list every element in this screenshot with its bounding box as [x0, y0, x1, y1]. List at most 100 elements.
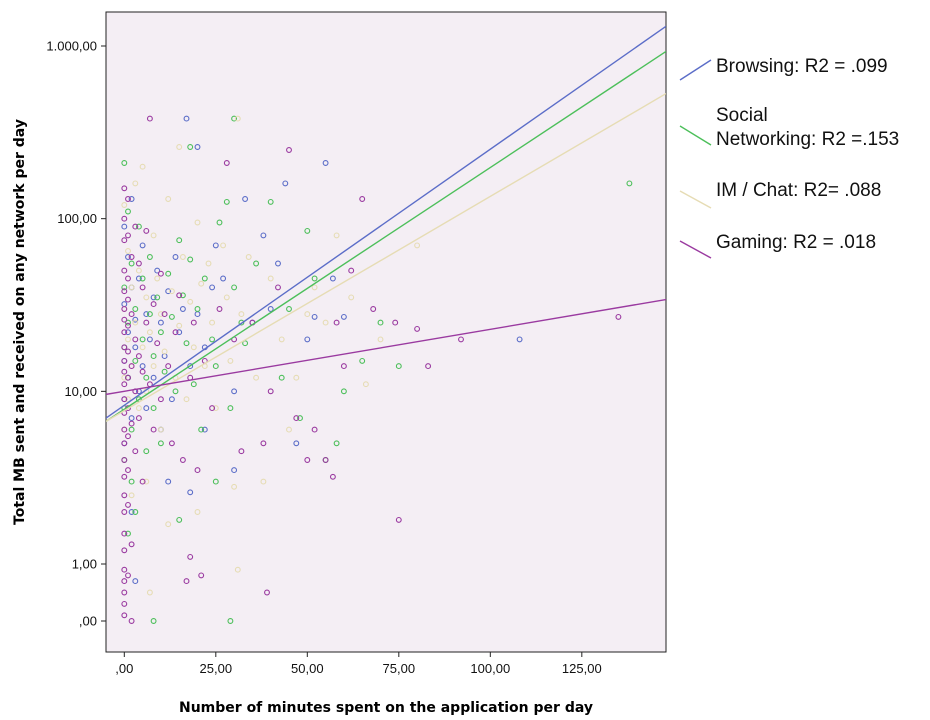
data-point	[157, 426, 164, 433]
data-point	[121, 578, 128, 585]
data-point	[125, 530, 131, 537]
data-point	[125, 501, 131, 508]
data-point	[150, 301, 157, 308]
data-point	[139, 242, 146, 249]
data-point	[146, 115, 153, 122]
y-tick-label: 100,00	[57, 211, 97, 226]
data-point	[183, 578, 190, 585]
data-point	[172, 388, 179, 395]
data-point	[253, 260, 260, 267]
data-point	[194, 509, 201, 515]
y-axis: ,00 1,00 10,00 100,00 1.000,00	[46, 39, 106, 629]
data-point	[121, 160, 128, 166]
data-point	[125, 329, 131, 336]
data-point	[128, 492, 135, 499]
data-point	[157, 319, 164, 326]
data-point	[143, 478, 150, 485]
data-point	[223, 294, 230, 301]
data-point	[311, 426, 318, 433]
data-point	[176, 329, 183, 336]
data-point	[238, 319, 245, 326]
data-point	[194, 306, 201, 312]
data-point	[161, 368, 168, 375]
data-point	[146, 311, 153, 318]
data-point	[132, 319, 139, 326]
x-tick-label: 75,00	[383, 661, 416, 676]
data-point	[121, 381, 128, 388]
data-point	[176, 292, 183, 299]
data-point	[128, 618, 135, 624]
data-point	[377, 319, 384, 326]
data-point	[135, 267, 142, 274]
data-point	[304, 336, 311, 343]
data-point	[132, 336, 139, 343]
data-point	[278, 374, 285, 381]
data-point	[275, 260, 281, 267]
data-point	[121, 306, 128, 312]
data-point	[125, 208, 131, 215]
data-point	[223, 160, 230, 166]
data-point	[260, 440, 267, 447]
data-point	[121, 267, 128, 274]
data-point	[179, 457, 186, 463]
data-point	[154, 294, 161, 301]
data-point	[128, 311, 135, 318]
data-point	[121, 202, 128, 208]
data-point	[128, 420, 135, 427]
data-point	[286, 426, 292, 433]
data-point	[414, 325, 421, 332]
data-point	[223, 198, 230, 205]
data-point	[157, 270, 164, 277]
legend: Browsing: R2 = .099 Social Networking: R2 …	[679, 56, 899, 259]
data-point	[125, 248, 131, 254]
fit-line	[106, 25, 666, 419]
data-point	[286, 147, 292, 153]
legend-swatch	[679, 190, 712, 209]
data-point	[267, 198, 274, 205]
data-point	[168, 313, 175, 320]
legend-label: Gaming: R2 = .018	[716, 232, 876, 253]
fit-line	[106, 50, 666, 422]
data-point	[626, 180, 633, 187]
data-point	[128, 541, 135, 548]
legend-swatch	[679, 125, 712, 146]
data-point	[458, 336, 464, 343]
legend-swatch	[679, 240, 712, 259]
data-point	[121, 368, 128, 375]
data-point	[293, 374, 300, 381]
data-point	[150, 232, 157, 239]
data-point	[139, 363, 146, 370]
data-point	[260, 478, 267, 485]
data-point	[267, 388, 274, 395]
data-point	[165, 288, 172, 295]
data-point	[128, 196, 135, 202]
data-point	[121, 600, 128, 607]
data-point	[125, 572, 131, 579]
data-point	[425, 363, 432, 370]
data-point	[143, 405, 150, 412]
data-point	[322, 160, 329, 166]
data-point	[143, 227, 150, 234]
data-point	[201, 426, 208, 433]
data-point	[231, 284, 238, 291]
data-point	[161, 348, 168, 355]
data-point	[132, 223, 139, 230]
data-point	[135, 275, 142, 282]
data-point	[157, 329, 164, 336]
data-point	[297, 415, 303, 422]
data-point	[121, 396, 128, 403]
data-point	[121, 612, 128, 619]
data-point	[253, 374, 260, 381]
data-point	[176, 516, 183, 523]
data-point	[121, 492, 128, 499]
data-point	[329, 473, 336, 480]
data-point	[143, 319, 150, 326]
data-point	[183, 340, 190, 347]
data-point	[157, 396, 164, 403]
x-tick-label: 125,00	[562, 661, 602, 676]
data-point	[220, 242, 227, 249]
data-point	[132, 180, 139, 187]
data-point	[194, 144, 201, 150]
data-point	[135, 223, 142, 230]
data-point	[209, 319, 216, 326]
